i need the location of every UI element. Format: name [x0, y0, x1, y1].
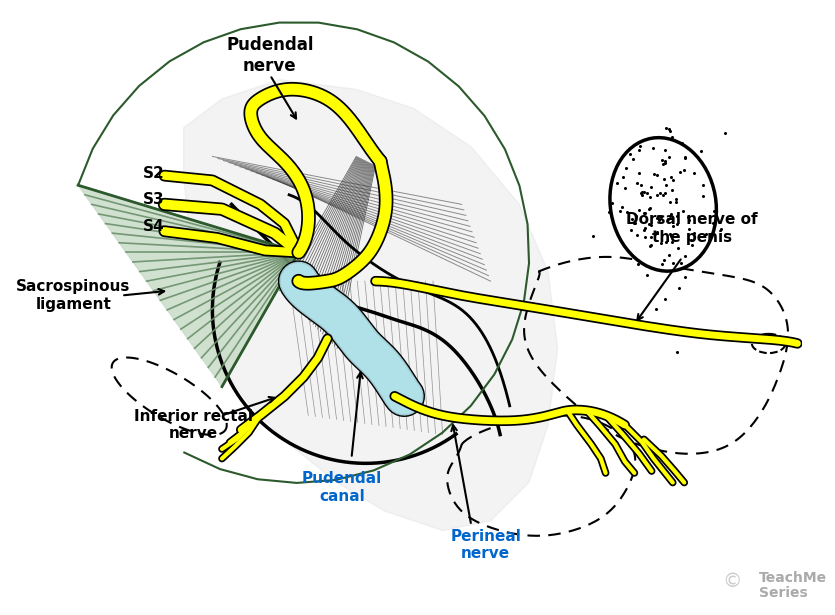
- Text: S2: S2: [144, 165, 165, 181]
- Text: ©: ©: [722, 572, 742, 591]
- Text: TeachMe: TeachMe: [759, 571, 827, 585]
- Text: Series: Series: [759, 586, 807, 600]
- Text: Dorsal nerve of
the penis: Dorsal nerve of the penis: [626, 212, 757, 245]
- Text: Pudendal
canal: Pudendal canal: [301, 471, 382, 504]
- Text: Pudendal
nerve: Pudendal nerve: [226, 36, 314, 75]
- Polygon shape: [78, 185, 299, 387]
- Text: Perineal
nerve: Perineal nerve: [450, 529, 521, 561]
- Polygon shape: [184, 80, 558, 531]
- Text: S3: S3: [144, 192, 165, 207]
- Ellipse shape: [610, 138, 716, 271]
- Text: Sacrospinous
ligament: Sacrospinous ligament: [16, 279, 130, 312]
- Text: S4: S4: [144, 220, 165, 234]
- Text: Inferior rectal
nerve: Inferior rectal nerve: [134, 409, 253, 441]
- Ellipse shape: [752, 334, 786, 353]
